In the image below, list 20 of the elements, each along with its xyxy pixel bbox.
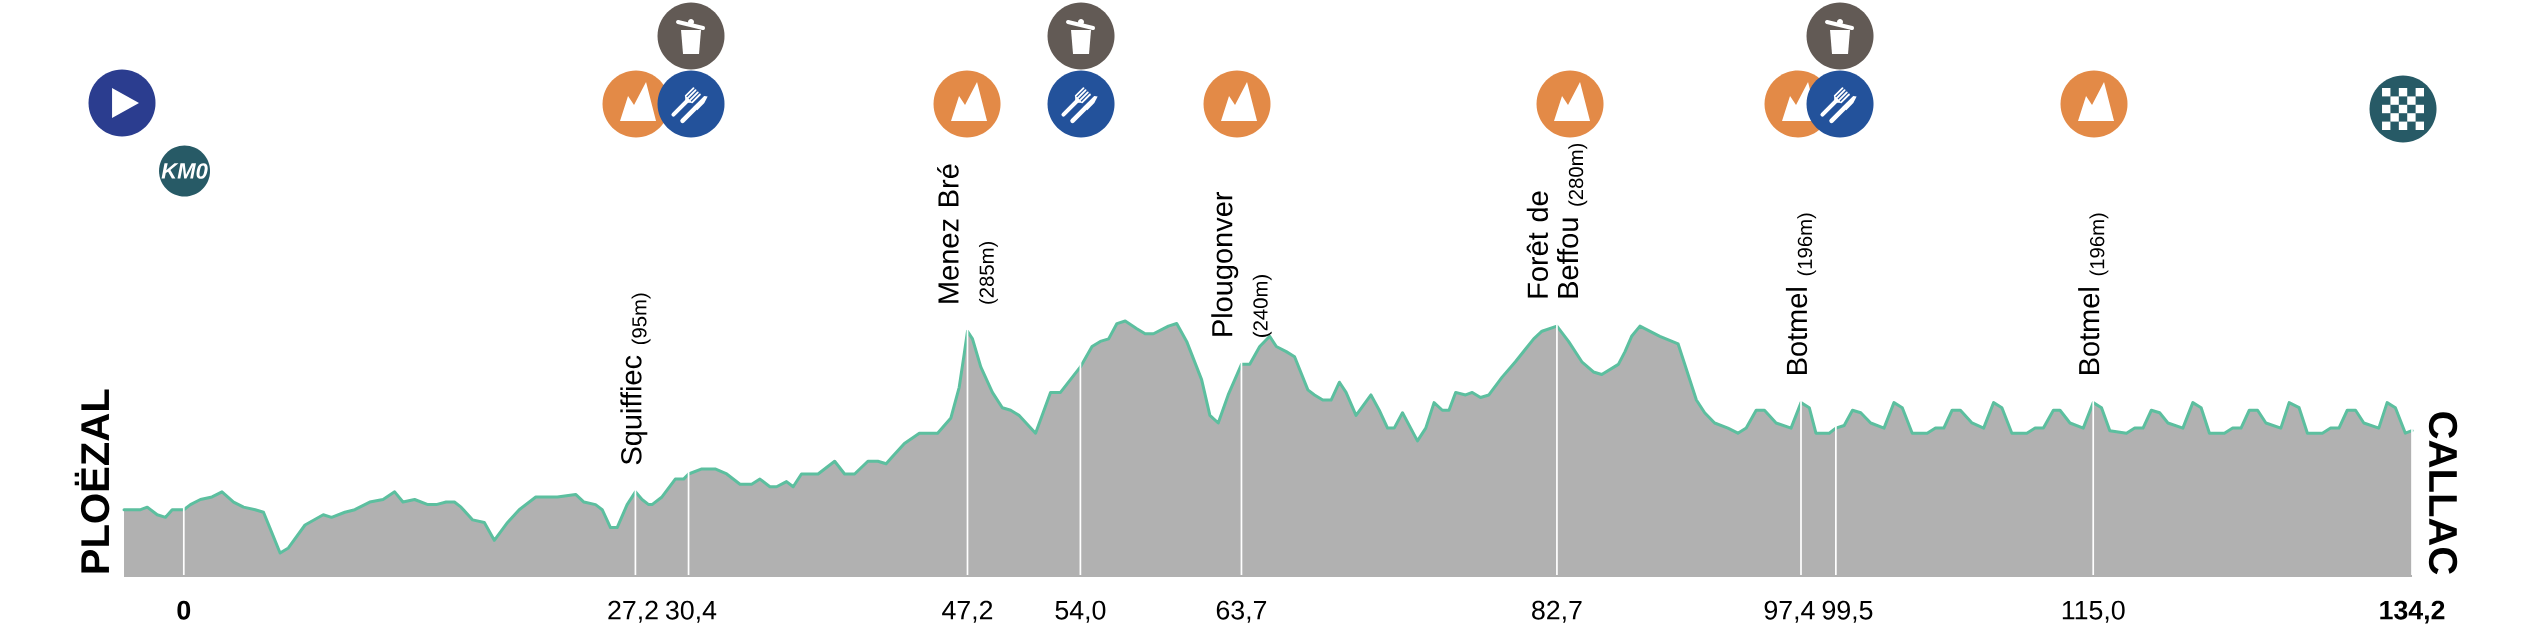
x-tick-label: 27,2: [608, 600, 658, 623]
x-tick-label: 47,2: [942, 600, 993, 623]
x-tick-label: 99,5: [1822, 600, 1873, 623]
x-tick-label: 30,4: [665, 600, 717, 623]
x-tick-label: 82,7: [1532, 600, 1582, 623]
annotation: Menez Bré (285m): [937, 164, 998, 304]
x-tick-label: 97,4: [1764, 600, 1815, 623]
text: PLOËZAL: [74, 389, 110, 573]
x-tick-label: 63,7: [1216, 600, 1267, 623]
annotation: Botmel $_{(196m)}$: [2078, 213, 2109, 375]
annotation: Plougonver (240m): [1211, 192, 1272, 337]
x-tick-label: 54,0: [1055, 600, 1106, 623]
text: KM0: [161, 163, 208, 179]
x-tick-label: 134,2: [2380, 600, 2445, 624]
annotation: Squiffiec $_{(95m)}$: [620, 293, 651, 465]
x-tick-label: 115,0: [2062, 600, 2125, 623]
x-tick-label: 0: [177, 600, 191, 620]
text: CALLAC: [2428, 412, 2458, 575]
annotation: Botmel $_{(196m)}$: [1785, 213, 1817, 375]
annotation: Forêt de Beffou $_{(280m)}$: [1526, 143, 1588, 298]
